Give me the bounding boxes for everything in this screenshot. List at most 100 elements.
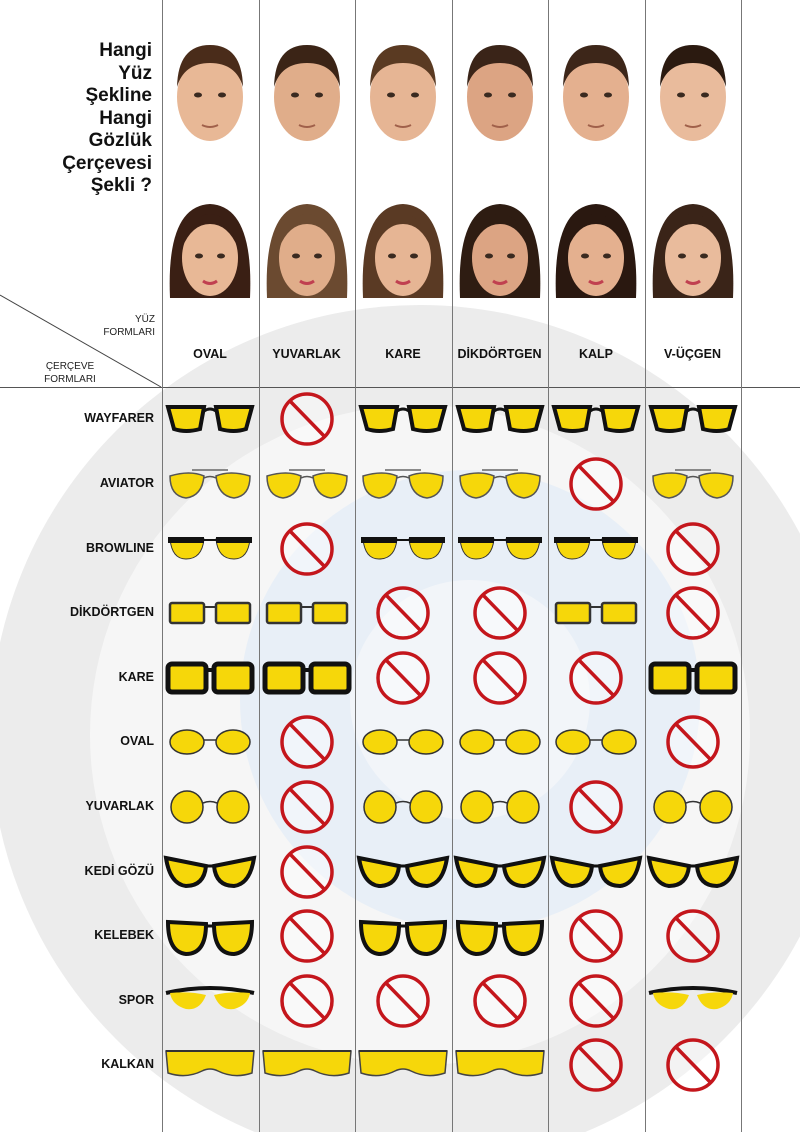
glasses-wayfarer-icon — [645, 391, 741, 451]
glasses-kalkan-icon — [162, 1037, 258, 1097]
column-divider — [258, 0, 260, 1132]
female-face-portrait — [452, 198, 548, 318]
glasses-yuvarlak-icon — [452, 779, 548, 839]
row-label-frame: KELEBEK — [94, 928, 154, 943]
prohibited-icon — [548, 456, 644, 516]
glasses-wayfarer-icon — [548, 391, 644, 451]
glasses-di̇kdörtgen-icon — [162, 585, 258, 645]
column-header: OVAL — [193, 347, 227, 361]
male-face-portrait — [355, 35, 451, 155]
glasses-oval-icon — [452, 714, 548, 774]
face-forms-label: YÜZ FORMLARI — [103, 314, 155, 338]
row-label-frame: KARE — [118, 669, 154, 684]
page-title: Hangi Yüz Şekline Hangi Gözlük Çerçevesi… — [62, 40, 152, 196]
glasses-di̇kdörtgen-icon — [259, 585, 355, 645]
glasses-di̇kdörtgen-icon — [548, 585, 644, 645]
column-divider — [451, 0, 453, 1132]
glasses-aviator-icon — [259, 456, 355, 516]
column-header: KALP — [578, 347, 614, 361]
prohibited-icon — [452, 973, 548, 1033]
glasses-kelebek-icon — [355, 908, 451, 968]
female-face-portrait — [355, 198, 451, 318]
glasses-yuvarlak-icon — [645, 779, 741, 839]
glasses-yuvarlak-icon — [355, 779, 451, 839]
glasses-kedi̇-gözü-icon — [162, 844, 258, 904]
glasses-kedi̇-gözü-icon — [355, 844, 451, 904]
column-divider — [548, 0, 549, 1132]
male-face-portrait — [259, 35, 355, 155]
female-face-portrait — [162, 198, 258, 318]
row-label-frame: KEDİ GÖZÜ — [84, 863, 154, 878]
prohibited-icon — [645, 521, 741, 581]
glasses-kare-icon — [162, 650, 258, 710]
prohibited-icon — [259, 521, 355, 581]
row-label-frame: OVAL — [120, 734, 154, 749]
prohibited-icon — [355, 973, 451, 1033]
prohibited-icon — [645, 585, 741, 645]
male-face-portrait — [452, 35, 548, 155]
prohibited-icon — [548, 1037, 644, 1097]
glasses-oval-icon — [162, 714, 258, 774]
glasses-kalkan-icon — [259, 1037, 355, 1097]
glasses-kalkan-icon — [452, 1037, 548, 1097]
glasses-kelebek-icon — [452, 908, 548, 968]
column-divider — [741, 0, 742, 1132]
prohibited-icon — [452, 585, 548, 645]
female-face-portrait — [645, 198, 741, 318]
prohibited-icon — [548, 779, 644, 839]
glasses-yuvarlak-icon — [162, 779, 258, 839]
glasses-oval-icon — [355, 714, 451, 774]
column-header: DİKDÖRTGEN — [457, 347, 542, 361]
glasses-aviator-icon — [645, 456, 741, 516]
glasses-oval-icon — [548, 714, 644, 774]
row-label-frame: DİKDÖRTGEN — [69, 605, 154, 620]
prohibited-icon — [548, 973, 644, 1033]
prohibited-icon — [452, 650, 548, 710]
glasses-browline-icon — [548, 521, 644, 581]
glasses-kedi̇-gözü-icon — [548, 844, 644, 904]
header-divider — [0, 387, 800, 388]
glasses-wayfarer-icon — [162, 391, 258, 451]
glasses-kare-icon — [259, 650, 355, 710]
row-label-frame: SPOR — [118, 992, 154, 1007]
row-label-frame: WAYFARER — [84, 411, 154, 426]
prohibited-icon — [355, 585, 451, 645]
prohibited-icon — [259, 844, 355, 904]
prohibited-icon — [645, 908, 741, 968]
prohibited-icon — [645, 714, 741, 774]
glasses-spor-icon — [162, 973, 258, 1033]
male-face-portrait — [548, 35, 644, 155]
frame-forms-label: ÇERÇEVE FORMLARI — [44, 361, 96, 385]
glasses-aviator-icon — [355, 456, 451, 516]
column-divider — [162, 0, 163, 1132]
glasses-kedi̇-gözü-icon — [645, 844, 741, 904]
column-header: V-ÜÇGEN — [664, 347, 721, 361]
glasses-wayfarer-icon — [452, 391, 548, 451]
column-divider — [355, 0, 356, 1132]
prohibited-icon — [259, 908, 355, 968]
row-label-frame: AVIATOR — [99, 475, 154, 490]
glasses-browline-icon — [355, 521, 451, 581]
glasses-kalkan-icon — [355, 1037, 451, 1097]
male-face-portrait — [162, 35, 258, 155]
column-header: YUVARLAK — [272, 347, 341, 361]
glasses-browline-icon — [452, 521, 548, 581]
glasses-aviator-icon — [452, 456, 548, 516]
glasses-kedi̇-gözü-icon — [452, 844, 548, 904]
glasses-aviator-icon — [162, 456, 258, 516]
prohibited-icon — [259, 779, 355, 839]
glasses-kare-icon — [645, 650, 741, 710]
header-diagonal-divider — [0, 294, 162, 388]
prohibited-icon — [259, 973, 355, 1033]
prohibited-icon — [645, 1037, 741, 1097]
glasses-spor-icon — [645, 973, 741, 1033]
row-label-frame: KALKAN — [101, 1057, 154, 1072]
prohibited-icon — [259, 391, 355, 451]
glasses-kelebek-icon — [162, 908, 258, 968]
row-label-frame: YUVARLAK — [85, 798, 154, 813]
prohibited-icon — [548, 650, 644, 710]
glasses-wayfarer-icon — [355, 391, 451, 451]
male-face-portrait — [645, 35, 741, 155]
female-face-portrait — [548, 198, 644, 318]
row-label-frame: BROWLINE — [85, 540, 154, 555]
